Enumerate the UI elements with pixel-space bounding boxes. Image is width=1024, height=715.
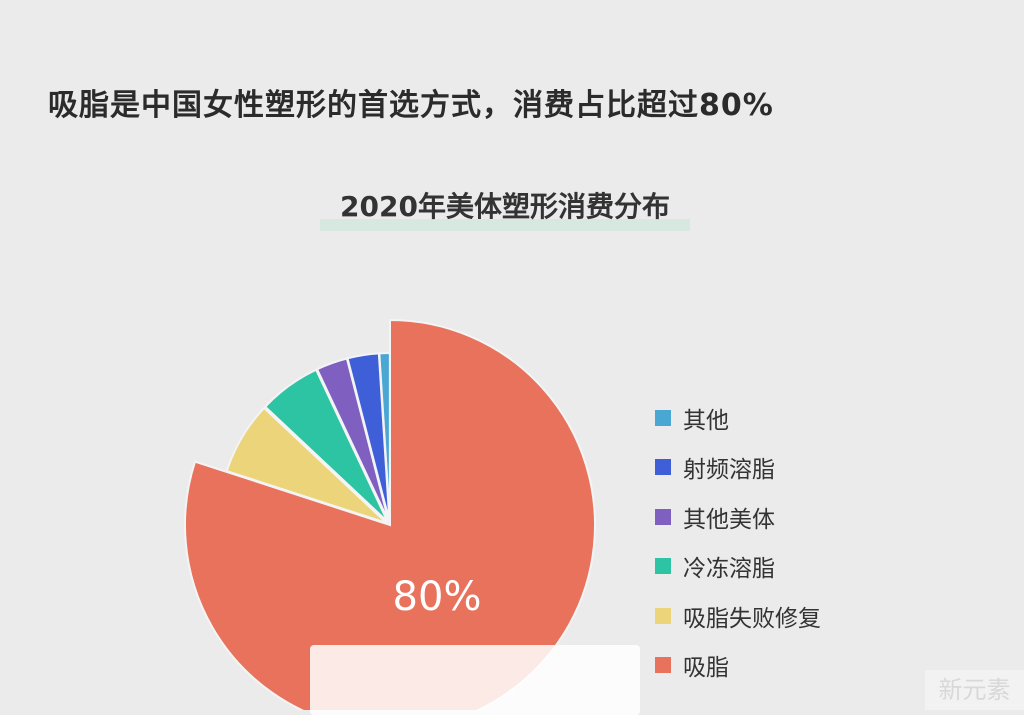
pie-slice-2 xyxy=(263,368,389,523)
data-label: 80% xyxy=(393,574,482,620)
watermark: 新元素 xyxy=(925,670,1024,710)
legend-label: 其他美体 xyxy=(683,506,775,533)
legend-swatch xyxy=(655,409,671,426)
headline: 吸脂是中国女性塑形的首选方式，消费占比超过80% xyxy=(48,88,774,123)
legend-item: 冷冻溶脂 xyxy=(655,542,821,592)
legend-swatch xyxy=(655,607,671,624)
legend-swatch xyxy=(655,657,671,674)
legend-swatch xyxy=(655,558,671,575)
legend-swatch xyxy=(655,508,671,525)
legend-label: 吸脂失败修复 xyxy=(683,605,821,632)
pie-slice-5 xyxy=(378,352,391,522)
legend-item: 吸脂失败修复 xyxy=(655,591,821,641)
legend-label: 射频溶脂 xyxy=(683,457,775,484)
legend-item: 吸脂 xyxy=(655,641,821,691)
legend-label: 吸脂 xyxy=(683,655,729,682)
legend-item: 射频溶脂 xyxy=(655,443,821,493)
legend: 其他射频溶脂其他美体冷冻溶脂吸脂失败修复 吸脂 xyxy=(655,393,821,690)
pie-slice-1 xyxy=(225,406,388,524)
legend-label: 冷冻溶脂 xyxy=(683,556,775,583)
legend-item: 其他美体 xyxy=(655,492,821,542)
legend-label: 其他 xyxy=(683,407,729,434)
legend-item: 其他 xyxy=(655,393,821,443)
overlay-box xyxy=(310,645,640,715)
legend-swatch xyxy=(655,459,671,476)
